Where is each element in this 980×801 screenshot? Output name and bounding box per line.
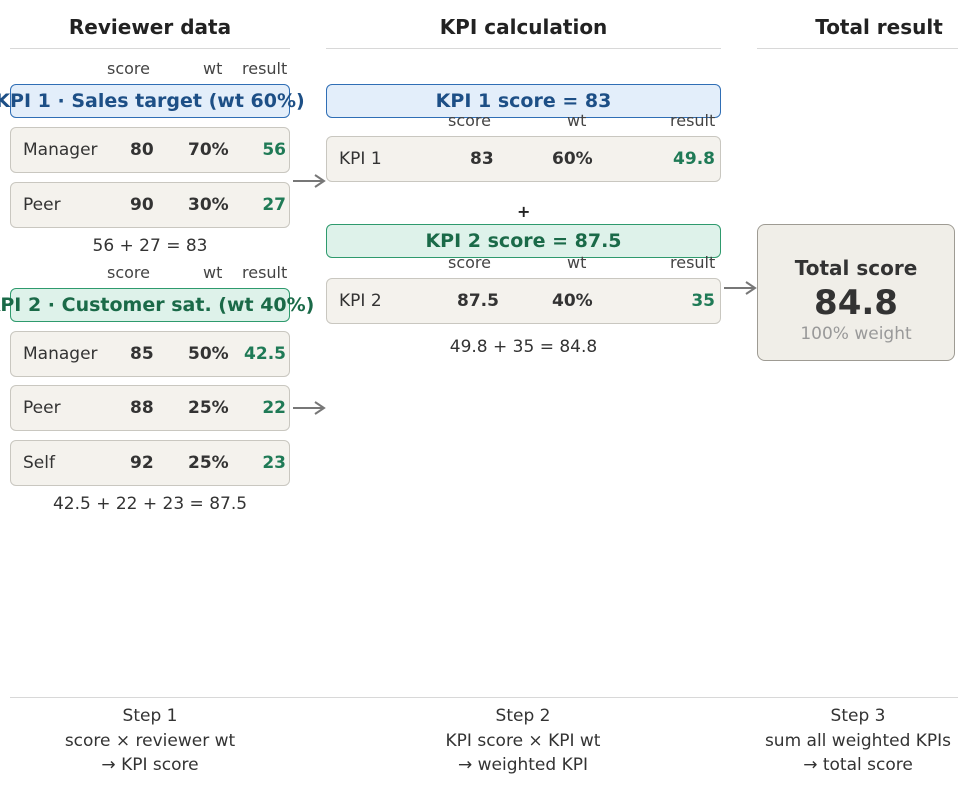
reviewer-row-kpi1-peer: Peer 90 30% 27	[10, 182, 290, 228]
arrow-right-icon	[293, 401, 326, 415]
step-line: score × reviewer wt	[64, 730, 236, 751]
kpi1-calc-row: KPI 1 83 60% 49.8	[326, 136, 721, 182]
total-weight-caption: 100% weight	[800, 324, 912, 344]
footer-divider	[10, 697, 958, 698]
header-divider	[757, 48, 958, 49]
weighted-sum-formula: 49.8 + 35 = 84.8	[449, 337, 598, 357]
kpi2-reviewer-banner: KPI 2 · Customer sat. (wt 40%)	[0, 288, 314, 322]
reviewer-score: 92	[130, 453, 154, 473]
reviewer-row-kpi2-self: Self 92 25% 23	[10, 440, 290, 486]
kpi1-reviewer-banner: KPI 1 · Sales target (wt 60%)	[0, 84, 305, 118]
reviewer-weight: 50%	[188, 344, 229, 364]
reviewer-result: 27	[262, 195, 286, 215]
reviewer-score: 88	[130, 398, 154, 418]
kpi-name: KPI 2	[339, 291, 382, 311]
step-line: → KPI score	[101, 755, 199, 775]
header-divider	[326, 48, 721, 49]
kpi-weight: 60%	[552, 149, 593, 169]
result-column-label: result	[670, 253, 716, 272]
kpi-weighted-result: 49.8	[673, 149, 715, 169]
kpi2-sum-formula: 42.5 + 22 + 23 = 87.5	[52, 494, 248, 514]
total-score-card: Total score 84.8 100% weight	[757, 224, 955, 361]
reviewer-weight: 30%	[188, 195, 229, 215]
total-score-value: 84.8	[814, 283, 898, 323]
total-score-label: Total score	[794, 256, 918, 280]
kpi1-score-banner: KPI 1 score = 83	[326, 84, 721, 118]
reviewer-result: 42.5	[244, 344, 286, 364]
score-column-label: score	[448, 111, 491, 130]
wt-column-label: wt	[203, 263, 223, 282]
kpi-name: KPI 1	[339, 149, 382, 169]
reviewer-row-kpi2-manager: Manager 85 50% 42.5	[10, 331, 290, 377]
reviewer-row-kpi2-peer: Peer 88 25% 22	[10, 385, 290, 431]
reviewer-score: 85	[130, 344, 154, 364]
result-column-label: result	[242, 59, 288, 78]
step-line: KPI score × KPI wt	[445, 730, 601, 751]
step-1-caption: Step 1 score × reviewer wt → KPI score	[20, 704, 280, 778]
result-column-label: result	[242, 263, 288, 282]
step-2-caption: Step 2 KPI score × KPI wt → weighted KPI	[393, 704, 653, 778]
step-title: Step 3	[830, 706, 886, 726]
total-result-heading: Total result	[815, 15, 943, 39]
kpi-weight: 40%	[552, 291, 593, 311]
wt-column-label: wt	[203, 59, 223, 78]
step-title: Step 1	[122, 706, 178, 726]
reviewer-name: Manager	[23, 344, 98, 364]
kpi-calculation-heading: KPI calculation	[439, 15, 608, 39]
kpi2-score-banner: KPI 2 score = 87.5	[326, 224, 721, 258]
reviewer-name: Self	[23, 453, 55, 473]
header-divider	[10, 48, 290, 49]
kpi2-calc-row: KPI 2 87.5 40% 35	[326, 278, 721, 324]
reviewer-name: Manager	[23, 140, 98, 160]
result-column-label: result	[670, 111, 716, 130]
reviewer-score: 90	[130, 195, 154, 215]
score-column-label: score	[448, 253, 491, 272]
reviewer-weight: 25%	[188, 398, 229, 418]
arrow-right-icon	[293, 174, 326, 188]
step-line: sum all weighted KPIs	[764, 730, 952, 751]
plus-operator: +	[517, 202, 531, 221]
kpi-weighted-result: 35	[691, 291, 715, 311]
reviewer-data-heading: Reviewer data	[68, 15, 232, 39]
reviewer-name: Peer	[23, 195, 61, 215]
arrow-right-icon	[724, 281, 757, 295]
reviewer-weight: 25%	[188, 453, 229, 473]
step-3-caption: Step 3 sum all weighted KPIs → total sco…	[738, 704, 978, 778]
score-column-label: score	[107, 263, 150, 282]
kpi-score: 83	[470, 149, 494, 169]
reviewer-name: Peer	[23, 398, 61, 418]
step-title: Step 2	[495, 706, 551, 726]
wt-column-label: wt	[567, 253, 587, 272]
reviewer-row-kpi1-manager: Manager 80 70% 56	[10, 127, 290, 173]
kpi-score: 87.5	[457, 291, 499, 311]
step-line: → total score	[803, 755, 913, 775]
score-column-label: score	[107, 59, 150, 78]
step-line: → weighted KPI	[457, 755, 589, 775]
reviewer-result: 22	[262, 398, 286, 418]
wt-column-label: wt	[567, 111, 587, 130]
reviewer-result: 56	[262, 140, 286, 160]
reviewer-weight: 70%	[188, 140, 229, 160]
reviewer-result: 23	[262, 453, 286, 473]
kpi1-sum-formula: 56 + 27 = 83	[92, 236, 208, 256]
reviewer-score: 80	[130, 140, 154, 160]
